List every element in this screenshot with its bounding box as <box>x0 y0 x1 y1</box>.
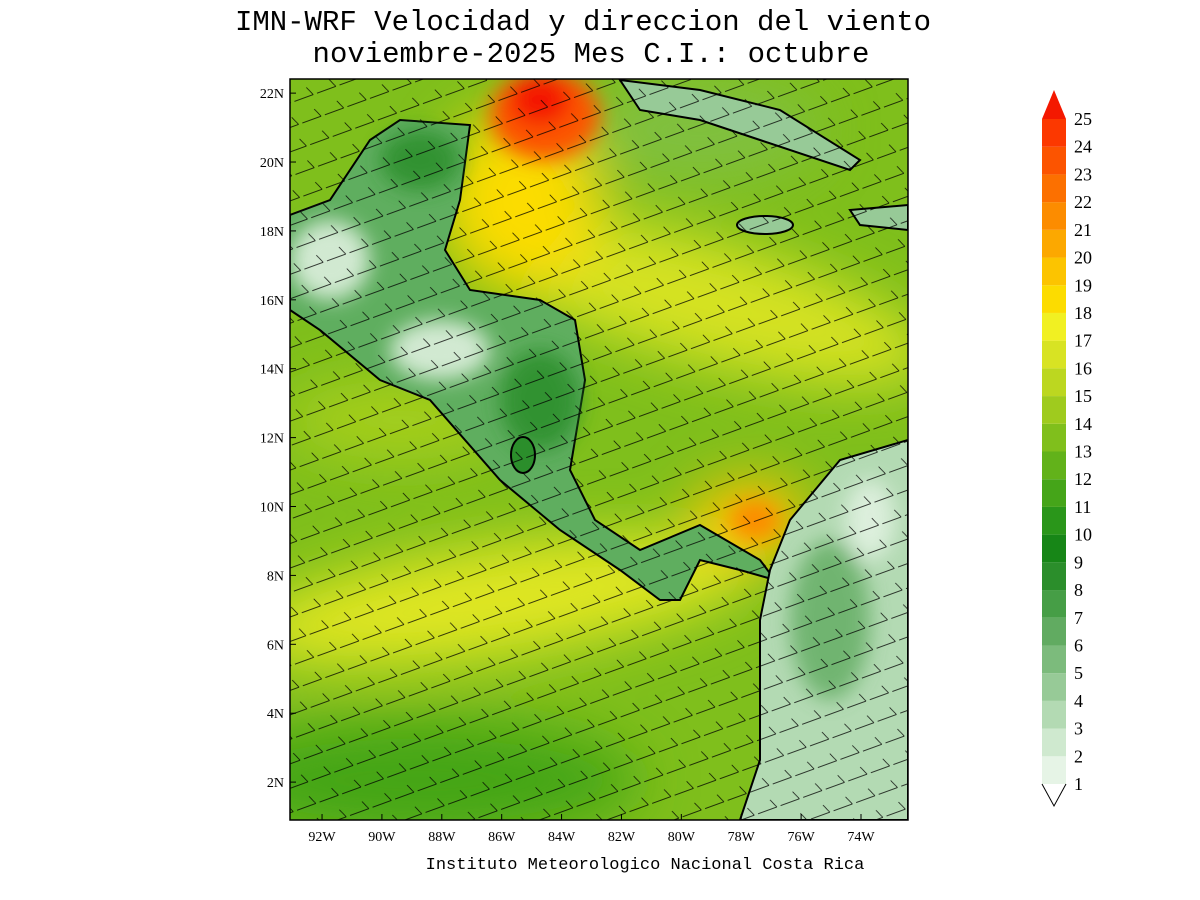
y-tick-label: 14N <box>260 363 284 378</box>
colorbar-box <box>1042 479 1066 507</box>
x-tick-label: 88W <box>428 830 456 845</box>
colorbar-label: 21 <box>1074 220 1092 240</box>
colorbar-box <box>1042 700 1066 729</box>
colorbar-box <box>1042 617 1066 646</box>
colorbar-box <box>1042 562 1066 591</box>
colorbar-box <box>1042 340 1066 369</box>
colorbar-box <box>1042 202 1066 230</box>
colorbar-box <box>1042 229 1066 258</box>
x-tick-label: 90W <box>368 830 396 845</box>
colorbar-label: 4 <box>1074 691 1083 711</box>
colorbar-box <box>1042 590 1066 618</box>
y-tick-label: 6N <box>267 638 284 653</box>
colorbar-label: 14 <box>1074 414 1092 434</box>
title-line: noviembre-2025 Mes C.I.: octubre <box>313 38 870 71</box>
x-tick-label: 86W <box>488 830 516 845</box>
y-tick-label: 10N <box>260 501 284 516</box>
colorbar-label: 5 <box>1074 663 1083 683</box>
colorbar-box <box>1042 645 1066 674</box>
colorbar-box <box>1042 146 1066 175</box>
colorbar-arrow <box>1042 90 1066 119</box>
y-tick-label: 20N <box>260 156 284 171</box>
colorbar-box <box>1042 285 1066 313</box>
x-tick-label: 80W <box>668 830 696 845</box>
colorbar-box <box>1042 728 1066 757</box>
x-tick-label: 82W <box>608 830 636 845</box>
colorbar-label: 13 <box>1074 442 1092 462</box>
wind-barbs <box>290 79 908 820</box>
y-tick-label: 4N <box>267 707 284 722</box>
y-tick-label: 16N <box>260 294 284 309</box>
colorbar-label: 16 <box>1074 358 1092 378</box>
colorbar: 1234567891011121314151617181920212223242… <box>1041 90 1092 808</box>
y-tick-label: 18N <box>260 225 284 240</box>
colorbar-label: 2 <box>1074 746 1083 766</box>
colorbar-label: 23 <box>1074 164 1092 184</box>
colorbar-label: 17 <box>1074 331 1092 351</box>
colorbar-box <box>1042 506 1066 535</box>
colorbar-box <box>1042 174 1066 203</box>
colorbar-box <box>1042 396 1066 424</box>
colorbar-box <box>1042 534 1066 563</box>
colorbar-box <box>1042 451 1066 480</box>
colorbar-label: 11 <box>1074 497 1091 517</box>
map-frame <box>289 78 909 821</box>
colorbar-box <box>1042 368 1066 397</box>
colorbar-label: 8 <box>1074 580 1083 600</box>
x-tick-label: 92W <box>308 830 336 845</box>
colorbar-box <box>1042 312 1066 341</box>
colorbar-box <box>1042 257 1066 286</box>
y-tick-label: 22N <box>260 87 284 102</box>
title-line: IMN-WRF Velocidad y direccion del viento <box>235 6 931 39</box>
colorbar-label: 25 <box>1074 109 1092 129</box>
colorbar-label: 6 <box>1074 635 1083 655</box>
colorbar-label: 9 <box>1074 552 1083 572</box>
x-tick-label: 74W <box>847 830 875 845</box>
y-tick-label: 8N <box>267 569 284 584</box>
y-tick-label: 2N <box>267 776 284 791</box>
colorbar-label: 3 <box>1074 719 1083 739</box>
colorbar-label: 1 <box>1074 774 1083 794</box>
colorbar-label: 18 <box>1074 303 1092 323</box>
colorbar-box <box>1042 119 1066 147</box>
colorbar-label: 24 <box>1074 137 1092 157</box>
colorbar-label: 15 <box>1074 386 1092 406</box>
colorbar-box <box>1042 423 1066 452</box>
colorbar-label: 19 <box>1074 275 1092 295</box>
colorbar-label: 22 <box>1074 192 1092 212</box>
colorbar-label: 12 <box>1074 469 1092 489</box>
y-tick-label: 12N <box>260 432 284 447</box>
map-field <box>290 79 908 820</box>
colorbar-label: 20 <box>1074 248 1092 268</box>
colorbar-tail <box>1041 783 1067 808</box>
footer: Instituto Meteorologico Nacional Costa R… <box>426 856 865 875</box>
x-tick-label: 76W <box>787 830 815 845</box>
x-tick-label: 78W <box>728 830 756 845</box>
colorbar-label: 7 <box>1074 608 1083 628</box>
colorbar-box <box>1042 673 1066 701</box>
colorbar-label: 10 <box>1074 525 1092 545</box>
axes: 92W 90W 88W 86W 84W 82W 80W 78W 76W 74W 2N 4N 6N 8N 10… <box>260 87 876 845</box>
colorbar-box <box>1042 756 1066 784</box>
x-tick-label: 84W <box>548 830 576 845</box>
